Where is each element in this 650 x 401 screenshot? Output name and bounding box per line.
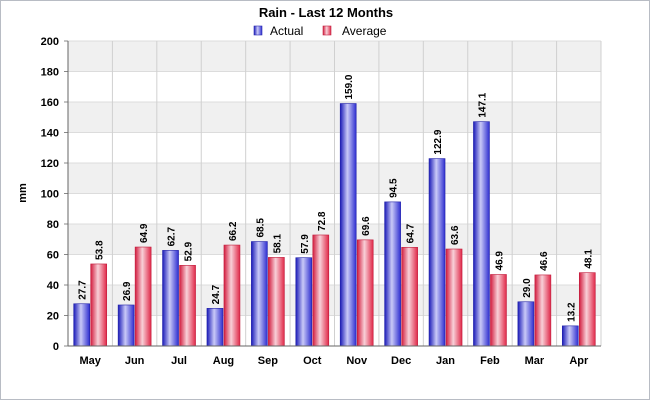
bar-average-apr: [578, 272, 596, 347]
legend-label-actual: Actual: [270, 24, 303, 38]
data-label: 159.0: [344, 74, 355, 99]
x-tick-label: Mar: [525, 355, 545, 367]
data-label: 58.1: [272, 233, 283, 253]
x-tick-label: Feb: [480, 355, 500, 367]
bar-actual-apr: [561, 325, 579, 347]
x-tick-label: Sep: [258, 355, 278, 367]
data-label: 63.6: [450, 225, 461, 245]
y-axis-ticks: 0 20 40 60 80 100 120 140 160 180 200: [41, 36, 68, 353]
y-tick-label: 200: [41, 36, 59, 48]
chart-title: Rain - Last 12 Months: [259, 5, 393, 20]
bar-average-jul: [179, 265, 196, 347]
bar-average-aug: [223, 244, 241, 347]
data-label: 64.7: [406, 223, 417, 243]
data-label: 48.1: [583, 249, 594, 269]
data-label: 46.9: [494, 251, 505, 271]
x-tick-label: Jul: [171, 355, 187, 367]
bar-actual-mar: [517, 301, 535, 347]
bar-actual-may: [73, 303, 91, 347]
data-label: 26.9: [122, 281, 133, 301]
data-label: 24.7: [211, 284, 222, 304]
bar-actual-oct: [295, 257, 313, 347]
x-tick-label: Aug: [213, 355, 234, 367]
data-label: 27.7: [78, 280, 89, 300]
x-tick-label: Nov: [346, 355, 368, 367]
y-tick-label: 160: [41, 97, 59, 109]
bar-actual-sep: [251, 241, 268, 347]
bar-average-oct: [312, 234, 330, 347]
bar-actual-nov: [339, 103, 357, 347]
y-tick-label: 0: [53, 341, 59, 353]
x-tick-label: Apr: [569, 355, 589, 367]
legend-swatch-average: [322, 25, 332, 36]
data-label: 68.5: [255, 218, 266, 238]
y-tick-label: 20: [47, 311, 59, 323]
data-label: 13.2: [566, 302, 577, 322]
data-label: 53.8: [95, 240, 106, 260]
bar-average-dec: [401, 247, 418, 347]
bar-average-jun: [134, 246, 152, 347]
data-label: 64.9: [139, 223, 150, 243]
y-tick-label: 180: [41, 67, 59, 79]
data-label: 29.0: [522, 278, 533, 298]
y-tick-label: 60: [47, 250, 59, 262]
y-tick-label: 40: [47, 280, 59, 292]
y-tick-label: 120: [41, 158, 59, 170]
y-tick-label: 140: [41, 128, 59, 140]
bar-actual-jan: [428, 158, 446, 347]
bar-average-nov: [356, 239, 374, 347]
x-tick-label: Jan: [436, 355, 455, 367]
legend: Actual Average: [253, 24, 387, 38]
data-label: 94.5: [389, 178, 400, 198]
data-label: 66.2: [228, 221, 239, 241]
y-tick-label: 80: [47, 219, 59, 231]
x-tick-label: Dec: [391, 355, 411, 367]
legend-label-average: Average: [342, 24, 387, 38]
legend-swatch-actual: [253, 25, 263, 36]
bar-actual-aug: [206, 308, 224, 347]
x-axis-ticks: May Jun Jul Aug Sep Oct Nov Dec Jan Feb Mar Apr: [80, 355, 589, 367]
data-label: 62.7: [167, 226, 178, 246]
bar-actual-jul: [162, 250, 179, 347]
x-tick-label: Jun: [125, 355, 145, 367]
y-axis-label: mm: [17, 183, 29, 203]
bar-actual-jun: [117, 304, 135, 347]
data-label: 57.9: [300, 234, 311, 254]
bar-actual-feb: [473, 121, 490, 347]
x-tick-label: Oct: [303, 355, 322, 367]
axes: [67, 41, 601, 347]
bar-average-may: [90, 263, 108, 347]
bar-actual-dec: [384, 201, 401, 347]
bar-average-jan: [445, 248, 463, 347]
data-label: 147.1: [477, 92, 488, 117]
y-tick-label: 100: [41, 189, 59, 201]
data-label: 69.6: [361, 216, 372, 236]
data-label: 52.9: [184, 241, 195, 261]
data-label: 122.9: [433, 129, 444, 154]
bar-average-sep: [268, 257, 285, 347]
bar-average-mar: [534, 274, 552, 347]
data-label: 46.6: [539, 251, 550, 271]
data-label: 72.8: [317, 211, 328, 231]
bar-average-feb: [490, 274, 507, 347]
x-tick-label: May: [80, 355, 102, 367]
